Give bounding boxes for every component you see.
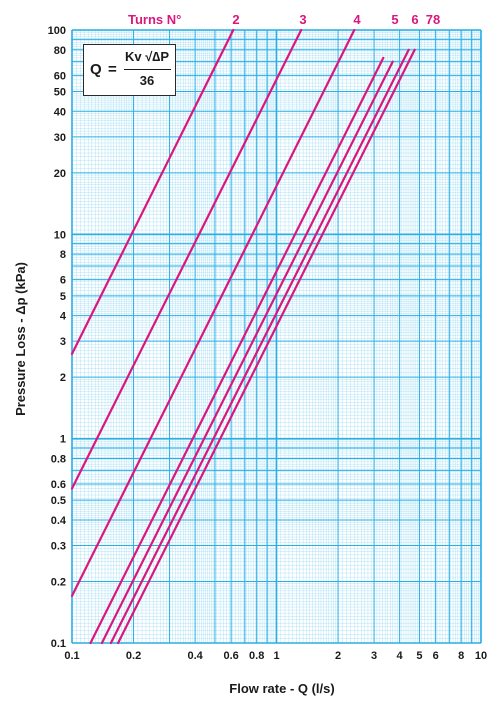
x-tick-label: 10 <box>475 650 487 662</box>
x-tick-label: 0.4 <box>187 650 203 662</box>
y-tick-label: 0.6 <box>51 479 66 491</box>
x-tick-label: 6 <box>433 650 439 662</box>
y-axis-title: Pressure Loss - Δp (kPa) <box>13 262 28 416</box>
turn-curve-8 <box>116 48 416 645</box>
turn-label: 3 <box>299 12 306 27</box>
y-tick-label: 0.5 <box>51 495 66 507</box>
turn-curve-7 <box>109 48 410 645</box>
y-tick-label: 0.4 <box>51 515 67 527</box>
y-tick-label: 30 <box>54 132 66 144</box>
x-tick-label: 0.2 <box>126 650 141 662</box>
y-tick-label: 50 <box>54 87 66 99</box>
turn-curve-4 <box>70 28 356 598</box>
x-tick-label: 8 <box>458 650 464 662</box>
y-tick-label: 0.8 <box>51 453 66 465</box>
y-tick-label: 100 <box>48 25 66 37</box>
x-tick-label: 4 <box>397 650 404 662</box>
y-tick-label: 80 <box>54 45 66 57</box>
y-tick-label: 10 <box>54 229 66 241</box>
x-tick-label: 1 <box>273 650 279 662</box>
y-tick-label: 40 <box>54 106 66 118</box>
turn-curve-2 <box>70 28 235 355</box>
turn-curve-5 <box>89 56 385 645</box>
y-tick-label: 2 <box>60 372 66 384</box>
turns-header: Turns N° <box>128 12 181 27</box>
y-tick-labels: 0.1 0.2 0.3 0.4 0.5 0.6 0.8 1 2 3 4 5 6 8 10 20 30 40 50 60… <box>48 25 67 650</box>
formula-box: Q = Kv √∆P 36 <box>83 44 176 96</box>
turn-label: 2 <box>232 12 239 27</box>
formula-denominator: 36 <box>139 73 155 88</box>
turn-labels: Turns N° 2 3 4 5 6 78 <box>128 12 440 27</box>
y-tick-label: 20 <box>54 168 66 180</box>
turn-label: 5 <box>391 12 398 27</box>
y-tick-label: 60 <box>54 70 66 82</box>
formula-lhs: Q <box>90 61 102 78</box>
x-tick-label: 0.8 <box>249 650 264 662</box>
x-tick-label: 5 <box>416 650 422 662</box>
y-tick-label: 5 <box>60 291 66 303</box>
y-tick-label: 3 <box>60 336 66 348</box>
y-tick-label: 6 <box>60 275 66 287</box>
y-tick-label: 0.3 <box>51 541 66 553</box>
x-axis-title: Flow rate - Q (l/s) <box>229 681 334 696</box>
turn-curve-6 <box>100 60 394 645</box>
turn-label: 4 <box>353 12 361 27</box>
x-tick-labels: 0.1 0.2 0.4 0.6 0.8 1 2 3 4 5 6 8 10 <box>64 650 487 662</box>
turn-curves <box>70 28 416 645</box>
y-tick-label: 0.2 <box>51 576 66 588</box>
turn-label: 78 <box>426 12 440 27</box>
x-tick-label: 3 <box>371 650 377 662</box>
turn-curve-3 <box>70 28 303 490</box>
y-tick-label: 4 <box>60 311 67 323</box>
formula-fraction-bar <box>124 69 171 70</box>
x-tick-label: 0.6 <box>223 650 238 662</box>
major-grid <box>71 29 482 644</box>
y-tick-label: 0.1 <box>51 638 66 650</box>
x-tick-label: 0.1 <box>64 650 79 662</box>
turn-label: 6 <box>411 12 418 27</box>
y-tick-label: 8 <box>60 249 66 261</box>
y-tick-label: 1 <box>60 434 66 446</box>
formula-equals: = <box>108 61 117 78</box>
formula-numerator: Kv √∆P <box>125 49 169 64</box>
x-tick-label: 2 <box>335 650 341 662</box>
